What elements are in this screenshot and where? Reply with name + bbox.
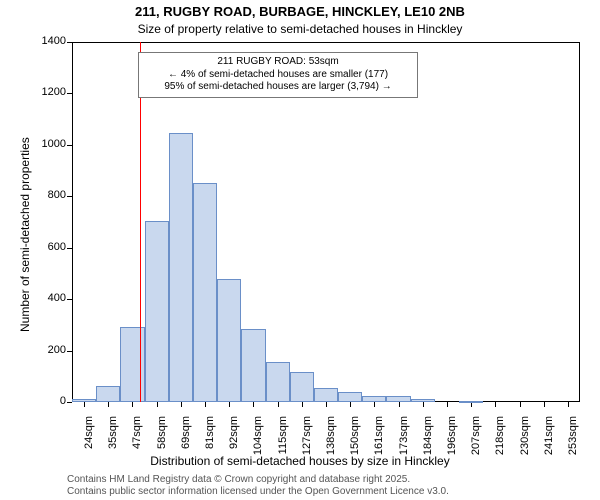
x-tick-mark <box>181 402 182 407</box>
chart-title-main: 211, RUGBY ROAD, BURBAGE, HINCKLEY, LE10… <box>0 4 600 19</box>
histogram-bar <box>193 183 217 402</box>
y-tick-mark <box>67 402 72 403</box>
histogram-bar <box>314 388 338 402</box>
x-tick-label: 58sqm <box>156 416 168 466</box>
x-tick-mark <box>205 402 206 407</box>
x-tick-label: 69sqm <box>180 416 192 466</box>
histogram-bar <box>120 327 144 402</box>
y-tick-label: 800 <box>32 189 66 201</box>
histogram-bar <box>145 221 169 402</box>
y-tick-mark <box>67 248 72 249</box>
footer-line-2: Contains public sector information licen… <box>67 486 449 497</box>
x-tick-label: 161sqm <box>373 416 385 466</box>
annotation-line: ← 4% of semi-detached houses are smaller… <box>145 69 411 82</box>
x-tick-label: 138sqm <box>325 416 337 466</box>
y-tick-mark <box>67 299 72 300</box>
annotation-box: 211 RUGBY ROAD: 53sqm← 4% of semi-detach… <box>138 52 418 98</box>
histogram-bar <box>411 399 435 402</box>
x-tick-label: 196sqm <box>446 416 458 466</box>
x-tick-mark <box>326 402 327 407</box>
histogram-bar <box>338 392 362 402</box>
x-tick-label: 104sqm <box>252 416 264 466</box>
x-tick-label: 150sqm <box>349 416 361 466</box>
x-tick-mark <box>132 402 133 407</box>
histogram-bar <box>266 362 290 402</box>
x-tick-label: 47sqm <box>131 416 143 466</box>
x-tick-mark <box>302 402 303 407</box>
x-tick-label: 230sqm <box>519 416 531 466</box>
histogram-bar <box>217 279 241 402</box>
x-tick-label: 92sqm <box>228 416 240 466</box>
x-tick-mark <box>423 402 424 407</box>
x-tick-label: 127sqm <box>301 416 313 466</box>
histogram-bar <box>290 372 314 402</box>
histogram-bar <box>362 396 386 402</box>
x-tick-label: 24sqm <box>83 416 95 466</box>
y-tick-label: 200 <box>32 344 66 356</box>
y-tick-label: 600 <box>32 241 66 253</box>
x-tick-mark <box>229 402 230 407</box>
x-tick-label: 241sqm <box>543 416 555 466</box>
x-tick-mark <box>108 402 109 407</box>
y-tick-label: 1200 <box>32 86 66 98</box>
x-tick-mark <box>350 402 351 407</box>
y-tick-label: 0 <box>32 395 66 407</box>
y-tick-label: 400 <box>32 292 66 304</box>
x-tick-label: 218sqm <box>494 416 506 466</box>
x-tick-mark <box>568 402 569 407</box>
y-tick-mark <box>67 145 72 146</box>
y-tick-label: 1400 <box>32 35 66 47</box>
x-tick-mark <box>495 402 496 407</box>
x-tick-mark <box>471 402 472 407</box>
x-tick-mark <box>157 402 158 407</box>
annotation-line: 95% of semi-detached houses are larger (… <box>145 81 411 94</box>
chart-title-sub: Size of property relative to semi-detach… <box>0 22 600 36</box>
histogram-bar <box>386 396 410 402</box>
y-tick-mark <box>67 93 72 94</box>
x-tick-label: 35sqm <box>107 416 119 466</box>
x-tick-mark <box>399 402 400 407</box>
y-tick-mark <box>67 351 72 352</box>
histogram-bar <box>241 329 265 402</box>
histogram-bar <box>72 399 96 402</box>
x-tick-mark <box>374 402 375 407</box>
y-tick-label: 1000 <box>32 138 66 150</box>
y-tick-mark <box>67 42 72 43</box>
x-tick-mark <box>520 402 521 407</box>
x-tick-label: 253sqm <box>567 416 579 466</box>
x-tick-mark <box>447 402 448 407</box>
footer-line-1: Contains HM Land Registry data © Crown c… <box>67 474 410 485</box>
x-tick-label: 207sqm <box>470 416 482 466</box>
x-tick-mark <box>278 402 279 407</box>
y-axis-label: Number of semi-detached properties <box>18 137 32 332</box>
x-tick-mark <box>253 402 254 407</box>
x-tick-mark <box>84 402 85 407</box>
x-tick-label: 115sqm <box>277 416 289 466</box>
histogram-bar <box>459 401 483 403</box>
histogram-bar <box>169 133 193 402</box>
x-tick-label: 184sqm <box>422 416 434 466</box>
chart-container: 211, RUGBY ROAD, BURBAGE, HINCKLEY, LE10… <box>0 0 600 500</box>
x-tick-mark <box>544 402 545 407</box>
annotation-line: 211 RUGBY ROAD: 53sqm <box>145 56 411 69</box>
x-tick-label: 81sqm <box>204 416 216 466</box>
y-tick-mark <box>67 196 72 197</box>
histogram-bar <box>96 386 120 402</box>
x-tick-label: 173sqm <box>398 416 410 466</box>
